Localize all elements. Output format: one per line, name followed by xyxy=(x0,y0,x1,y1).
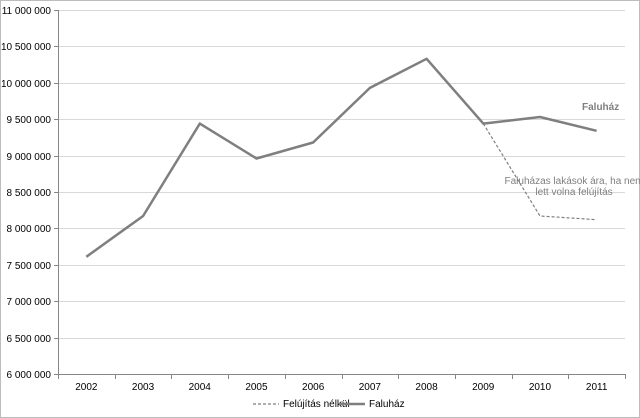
x-tick-label: 2007 xyxy=(359,382,382,393)
y-tick-label: 7 000 000 xyxy=(7,297,52,308)
x-tick-label: 2002 xyxy=(75,382,98,393)
x-tick-label: 2006 xyxy=(302,382,325,393)
y-tick-label: 11 000 000 xyxy=(2,6,52,17)
x-tick-label: 2003 xyxy=(132,382,155,393)
y-tick-label: 6 000 000 xyxy=(7,370,52,381)
y-axis-tick-labels: 6 000 000 6 500 000 7 000 000 7 500 000 8 00… xyxy=(1,6,51,381)
x-tick-label: 2009 xyxy=(472,382,495,393)
annotation-without-renovation-line2: lett volna felújítás xyxy=(535,187,612,198)
y-tick-label: 10 500 000 xyxy=(1,42,51,53)
y-tick-label: 8 000 000 xyxy=(7,224,52,235)
y-tick-label: 8 500 000 xyxy=(7,188,52,199)
legend-label-felujitas-nelkul: Felújítás nélkül xyxy=(283,399,350,410)
y-tick-label: 6 500 000 xyxy=(7,334,52,345)
y-tick-label: 9 500 000 xyxy=(7,115,52,126)
x-tick-label: 2005 xyxy=(245,382,268,393)
annotation-faluhaz: Faluház xyxy=(582,102,619,113)
y-tick-label: 7 500 000 xyxy=(7,261,52,272)
axes xyxy=(58,10,626,379)
series-line-felujitas-nelkul xyxy=(482,123,597,221)
y-tick-label: 9 000 000 xyxy=(7,152,52,163)
x-tick-label: 2008 xyxy=(415,382,438,393)
x-axis-tick-labels: 2002 2003 2004 2005 2006 2007 2008 2009 2010 2011 xyxy=(75,382,608,393)
series-lines xyxy=(85,57,597,258)
legend: Felújítás nélkül Faluház xyxy=(253,399,405,410)
y-tick-label: 10 000 000 xyxy=(1,79,51,90)
legend-label-faluhaz: Faluház xyxy=(369,399,405,410)
series-line-faluhaz xyxy=(85,57,597,258)
x-tick-label: 2010 xyxy=(529,382,552,393)
x-tick-label: 2011 xyxy=(586,382,608,393)
annotation-without-renovation-line1: Faluházas lakások ára, ha nem xyxy=(505,176,640,187)
x-tick-label: 2004 xyxy=(189,382,212,393)
